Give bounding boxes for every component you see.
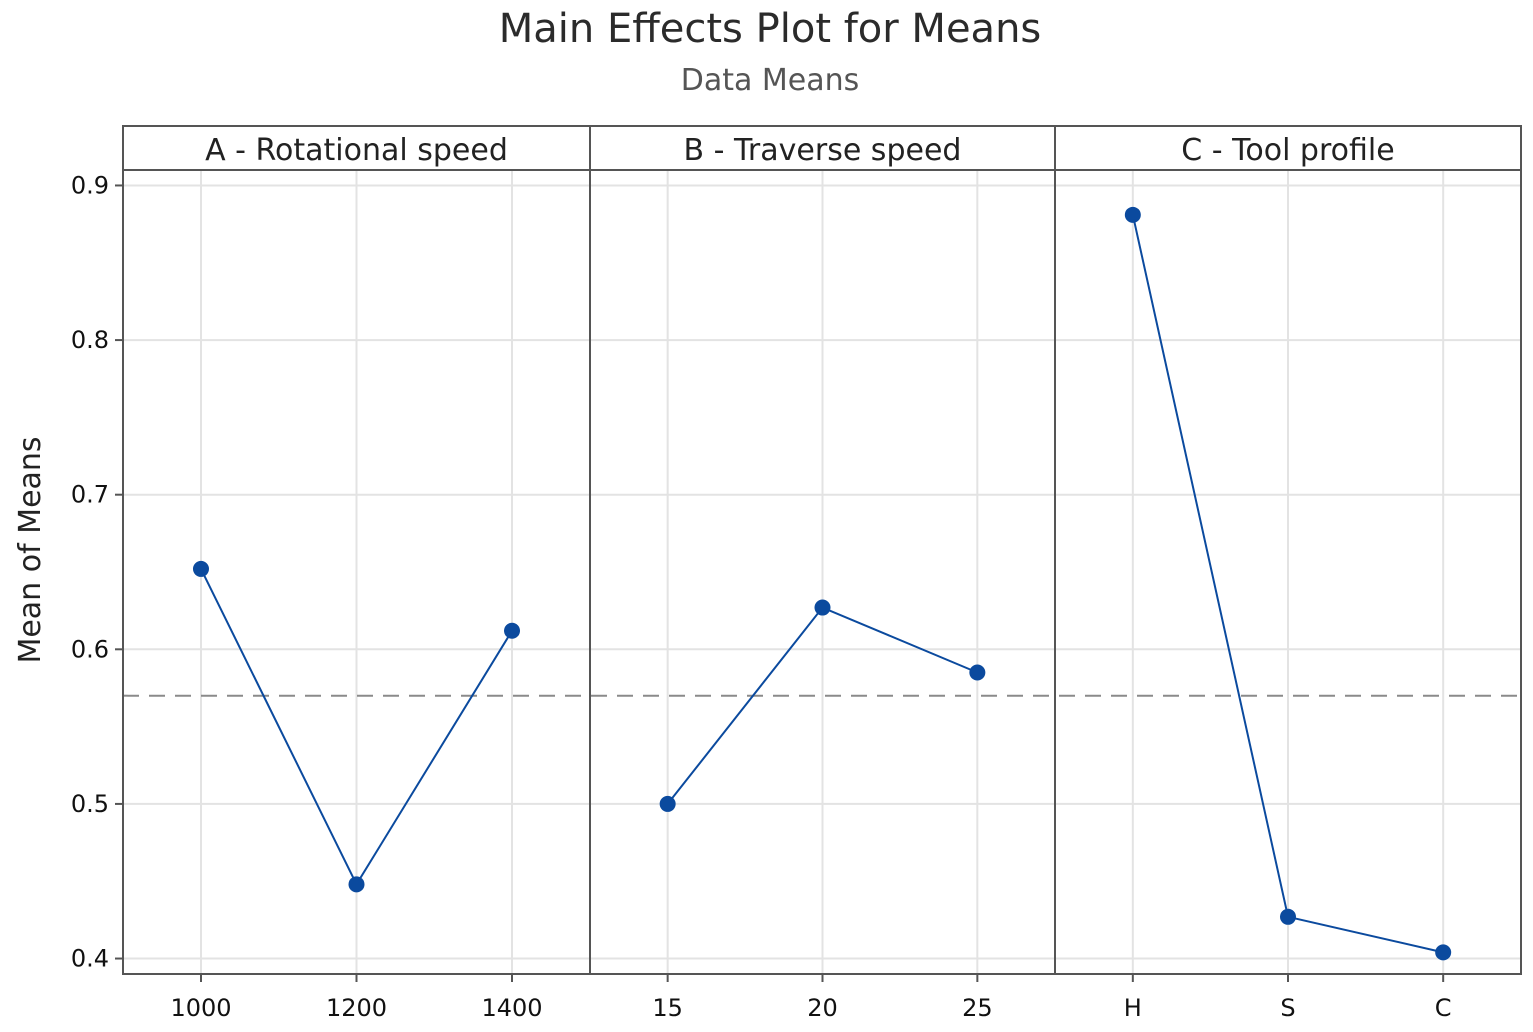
data-point <box>504 622 521 639</box>
panel-title: A - Rotational speed <box>205 133 508 168</box>
y-tick-label: 0.5 <box>71 790 109 818</box>
y-axis-label: Mean of Means <box>13 436 48 663</box>
frame-layer <box>115 125 1522 982</box>
x-tick-label: 1400 <box>481 994 542 1022</box>
y-tick-label: 0.7 <box>71 481 109 509</box>
chart-subtitle: Data Means <box>681 63 860 98</box>
data-point <box>814 599 831 616</box>
panel-title: B - Traverse speed <box>684 133 962 168</box>
x-tick-label: S <box>1280 994 1295 1022</box>
data-point <box>659 795 676 812</box>
x-tick-label: 1000 <box>170 994 231 1022</box>
data-point <box>1124 206 1141 223</box>
data-point <box>192 560 209 577</box>
grid-layer <box>123 170 1521 974</box>
y-tick-label: 0.4 <box>71 945 109 973</box>
x-tick-label: 15 <box>652 994 683 1022</box>
data-point <box>348 876 365 893</box>
data-point <box>1435 944 1452 961</box>
panel-title: C - Tool profile <box>1181 133 1394 168</box>
x-tick-label: 20 <box>807 994 838 1022</box>
data-point <box>1280 908 1296 925</box>
x-tick-label: H <box>1124 994 1142 1022</box>
data-point <box>969 664 986 681</box>
label-layer: 0.4 0.5 0.6 0.7 0.8 0.9 A - Rotational speed 10… <box>71 133 1452 1022</box>
plot-frame <box>122 125 1522 975</box>
x-tick-label: C <box>1435 994 1452 1022</box>
y-tick-label: 0.9 <box>71 171 109 199</box>
chart-title: Main Effects Plot for Means <box>499 6 1042 52</box>
x-tick-label: 25 <box>962 994 993 1022</box>
x-tick-label: 1200 <box>326 994 387 1022</box>
series-layer <box>192 206 1452 961</box>
y-tick-label: 0.8 <box>71 326 109 354</box>
y-tick-label: 0.6 <box>71 635 109 663</box>
